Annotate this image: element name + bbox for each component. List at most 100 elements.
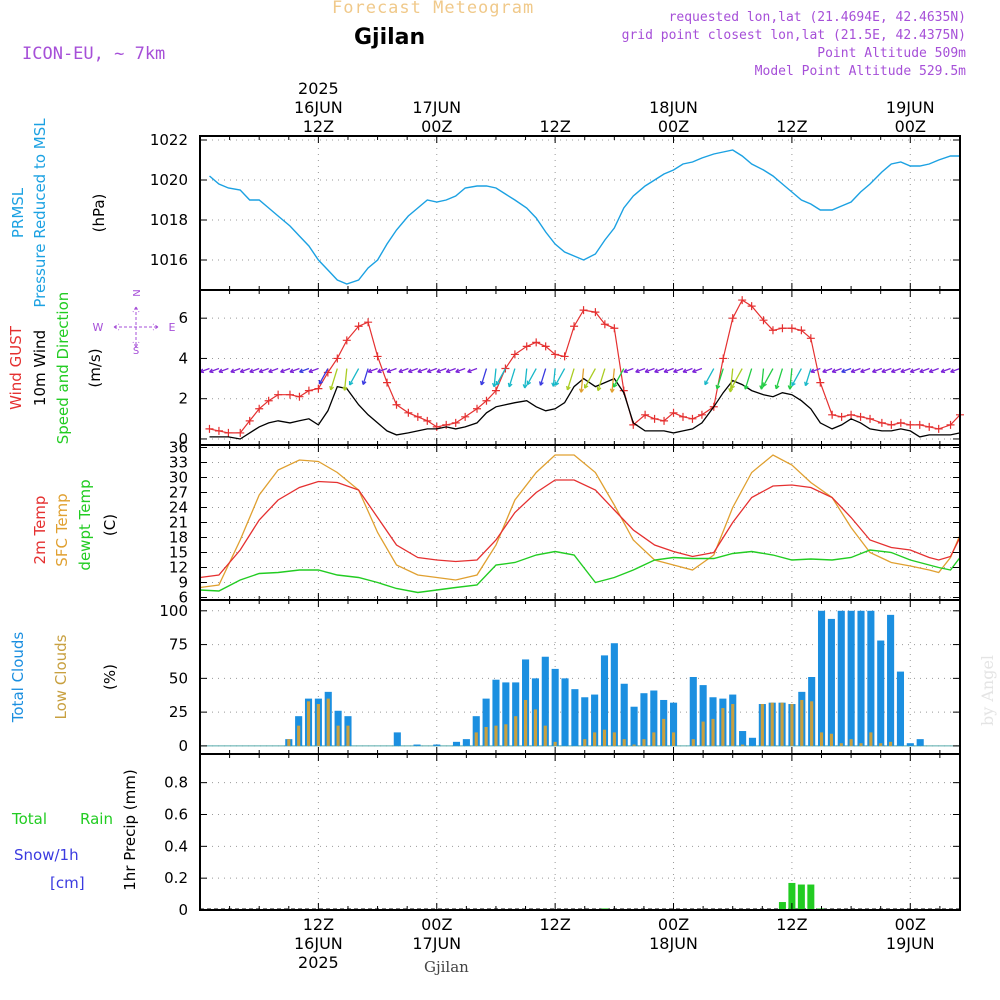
top-time-label: 16JUN [294, 98, 343, 117]
wind-direction-arrow [611, 368, 615, 393]
total-cloud-bar [887, 614, 895, 746]
low-cloud-bar [612, 732, 616, 746]
wind-direction-arrowhead [743, 385, 749, 390]
wind-direction-arrow [940, 367, 951, 373]
low-cloud-bar [662, 718, 666, 746]
wind-direction-arrow [259, 367, 269, 373]
gust-point [451, 418, 460, 427]
wind-direction-arrowhead [455, 368, 460, 374]
wind-direction-arrowhead [596, 386, 602, 392]
wind-direction-arrowhead [467, 368, 472, 374]
total-cloud-bar [847, 610, 855, 746]
wind-direction-arrowhead [909, 368, 915, 374]
low-cloud-bar [316, 704, 320, 746]
gust-point [678, 412, 687, 421]
wind-direction-arrowhead [682, 368, 688, 374]
wind-direction-arrowhead [361, 380, 367, 386]
wind-direction-arrow [832, 367, 842, 373]
gust-point [342, 336, 351, 345]
total-cloud-bar [472, 716, 480, 746]
pressure-label-short: PRMSL [9, 187, 27, 238]
wind-direction-arrow [704, 368, 715, 385]
gust-point [532, 338, 541, 347]
wind-direction-arrow [508, 368, 516, 388]
wind-direction-arrow [654, 367, 665, 373]
top-time-label: 12Z [776, 117, 807, 136]
total-cloud-bar [699, 685, 707, 746]
y-tick-label: 0.6 [164, 805, 188, 823]
wind-direction-arrow [436, 367, 447, 373]
low-cloud-bar [869, 732, 873, 746]
total-cloud-bar [541, 656, 549, 746]
total-cloud-bar [462, 739, 470, 746]
wind-direction-arrow [493, 368, 497, 387]
sfc-temp-line [199, 454, 961, 589]
panel-frame [199, 135, 961, 291]
wind-direction-arrowhead [289, 368, 295, 374]
gust-point [373, 352, 382, 361]
bottom-time-label: 00Z [658, 915, 689, 934]
wind-direction-arrowhead [860, 368, 865, 374]
gust-point [641, 410, 650, 419]
wind-direction-arrow [446, 367, 456, 373]
gust-point [214, 426, 223, 435]
top-time-label: 18JUN [649, 98, 698, 117]
wind-unit: (m/s) [86, 348, 104, 387]
total-cloud-bar [837, 610, 845, 746]
wind-direction-arrow [929, 367, 939, 373]
panel-frame [199, 753, 961, 911]
total-cloud-bar [867, 610, 875, 746]
dewpt-line [199, 549, 961, 594]
gust-point [856, 412, 865, 421]
gust-point [816, 378, 825, 387]
low-cloud-bar [602, 729, 607, 746]
gust-point [333, 354, 342, 363]
gust-point [887, 420, 896, 429]
wind-direction-arrowhead [539, 381, 544, 386]
wind-direction-arrowhead [417, 368, 422, 374]
low-cloud-bar [889, 741, 893, 746]
gust-point [828, 410, 837, 419]
total-cloud-bar [571, 689, 579, 746]
y-tick-label: 0 [178, 901, 188, 919]
gust-point [560, 352, 569, 361]
wind-direction-arrowhead [495, 381, 501, 386]
low-cloud-bar [297, 725, 301, 746]
wind-direction-arrow [635, 367, 646, 373]
gust-point [432, 422, 441, 431]
gust-point [728, 314, 737, 323]
pressure-unit: (hPa) [90, 194, 108, 233]
wind-direction-arrowhead [644, 368, 650, 374]
y-tick-label: 6 [178, 309, 188, 327]
wind-direction-arrowhead [673, 368, 678, 374]
total-rain-label-2: Rain [80, 810, 113, 828]
wind-direction-arrowhead [348, 381, 354, 386]
wind-direction-arrow [760, 368, 765, 390]
wind-direction-arrowhead [436, 368, 441, 374]
panel-frame [199, 599, 961, 755]
y-tick-label: 0.2 [164, 869, 188, 887]
gust-point [423, 416, 432, 425]
wind-direction-arrowhead [612, 383, 618, 388]
grid-point-coords: grid point closest lon,lat (21.5E, 42.43… [621, 28, 966, 43]
temp-2m-label: 2m Temp [31, 496, 49, 565]
wind-direction-arrowhead [398, 368, 404, 374]
bottom-time-label: 16JUN [294, 934, 343, 953]
low-cloud-bar [474, 732, 478, 746]
gust-point [925, 422, 934, 431]
y-tick-label: 36 [169, 439, 188, 457]
wind-direction-arrow [850, 367, 861, 373]
compass-rose-icon [113, 306, 159, 348]
sfc-temp-label: SFC Temp [53, 493, 71, 566]
wind-direction-arrowhead [704, 380, 709, 386]
low-clouds-label: Low Clouds [52, 634, 70, 719]
low-cloud-bar [800, 699, 804, 746]
low-cloud-bar [622, 739, 626, 746]
gust-point [759, 316, 768, 325]
low-cloud-bar [326, 698, 330, 746]
dewpt-label: dewpt Temp [76, 479, 94, 570]
total-cloud-bar [492, 679, 500, 746]
wind-direction-arrow [663, 367, 674, 373]
